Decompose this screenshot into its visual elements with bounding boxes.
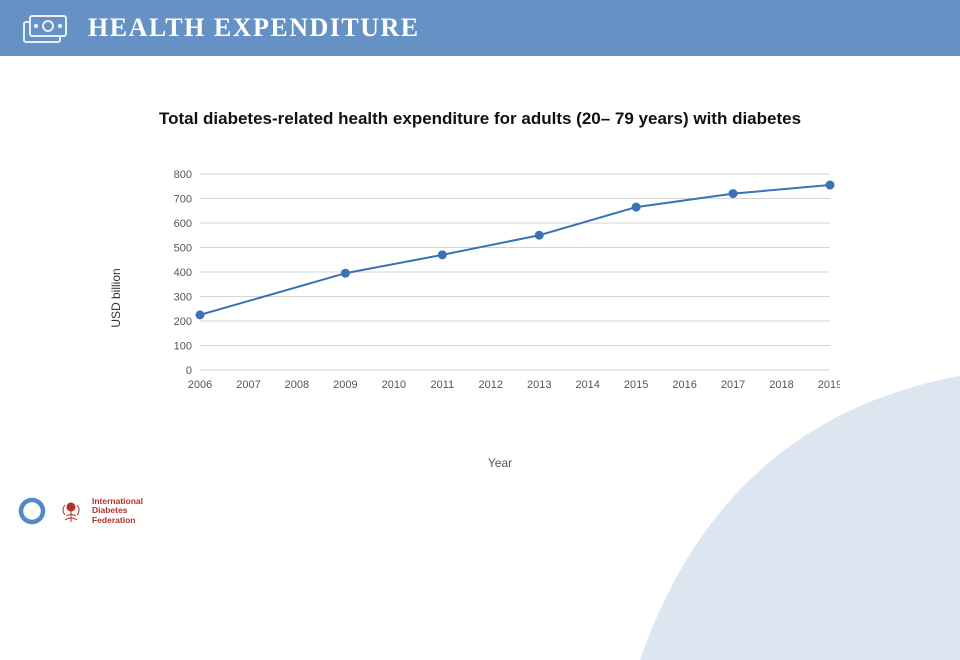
svg-text:2018: 2018 bbox=[769, 379, 793, 391]
x-axis-label: Year bbox=[488, 456, 512, 470]
idf-logo: International Diabetes Federation bbox=[56, 496, 143, 526]
svg-text:600: 600 bbox=[174, 218, 192, 230]
svg-text:2007: 2007 bbox=[236, 379, 260, 391]
svg-text:2011: 2011 bbox=[430, 379, 454, 391]
header-title: HEALTH EXPENDITURE bbox=[88, 13, 420, 43]
idf-emblem-icon bbox=[56, 496, 86, 526]
svg-text:2014: 2014 bbox=[575, 379, 599, 391]
svg-text:2009: 2009 bbox=[333, 379, 357, 391]
svg-text:2015: 2015 bbox=[624, 379, 648, 391]
svg-text:2012: 2012 bbox=[479, 379, 503, 391]
svg-text:400: 400 bbox=[174, 267, 192, 279]
circle-logo-icon bbox=[18, 497, 46, 525]
svg-text:2010: 2010 bbox=[382, 379, 406, 391]
y-axis-label: USD billion bbox=[109, 268, 123, 327]
svg-text:2013: 2013 bbox=[527, 379, 551, 391]
svg-text:0: 0 bbox=[186, 365, 192, 377]
svg-text:100: 100 bbox=[174, 341, 192, 353]
line-chart: USD billion 0100200300400500600700800200… bbox=[160, 168, 840, 428]
svg-text:200: 200 bbox=[174, 316, 192, 328]
svg-text:2008: 2008 bbox=[285, 379, 309, 391]
svg-text:300: 300 bbox=[174, 292, 192, 304]
svg-text:800: 800 bbox=[174, 169, 192, 181]
footer-logos: International Diabetes Federation bbox=[18, 496, 143, 526]
chart-svg: 0 100 200 300 400 500 600 700 800 2006 2007 2008 200… bbox=[160, 168, 840, 398]
svg-text:700: 700 bbox=[174, 194, 192, 206]
svg-text:2019: 2019 bbox=[818, 379, 840, 391]
svg-text:2016: 2016 bbox=[672, 379, 696, 391]
svg-text:2017: 2017 bbox=[721, 379, 745, 391]
chart-title: Total diabetes-related health expenditur… bbox=[0, 108, 960, 131]
money-icon bbox=[18, 8, 74, 48]
svg-text:500: 500 bbox=[174, 243, 192, 255]
idf-text: International Diabetes Federation bbox=[92, 497, 143, 525]
idf-line3: Federation bbox=[92, 516, 143, 525]
header-bar: HEALTH EXPENDITURE bbox=[0, 0, 960, 56]
svg-text:2006: 2006 bbox=[188, 379, 212, 391]
